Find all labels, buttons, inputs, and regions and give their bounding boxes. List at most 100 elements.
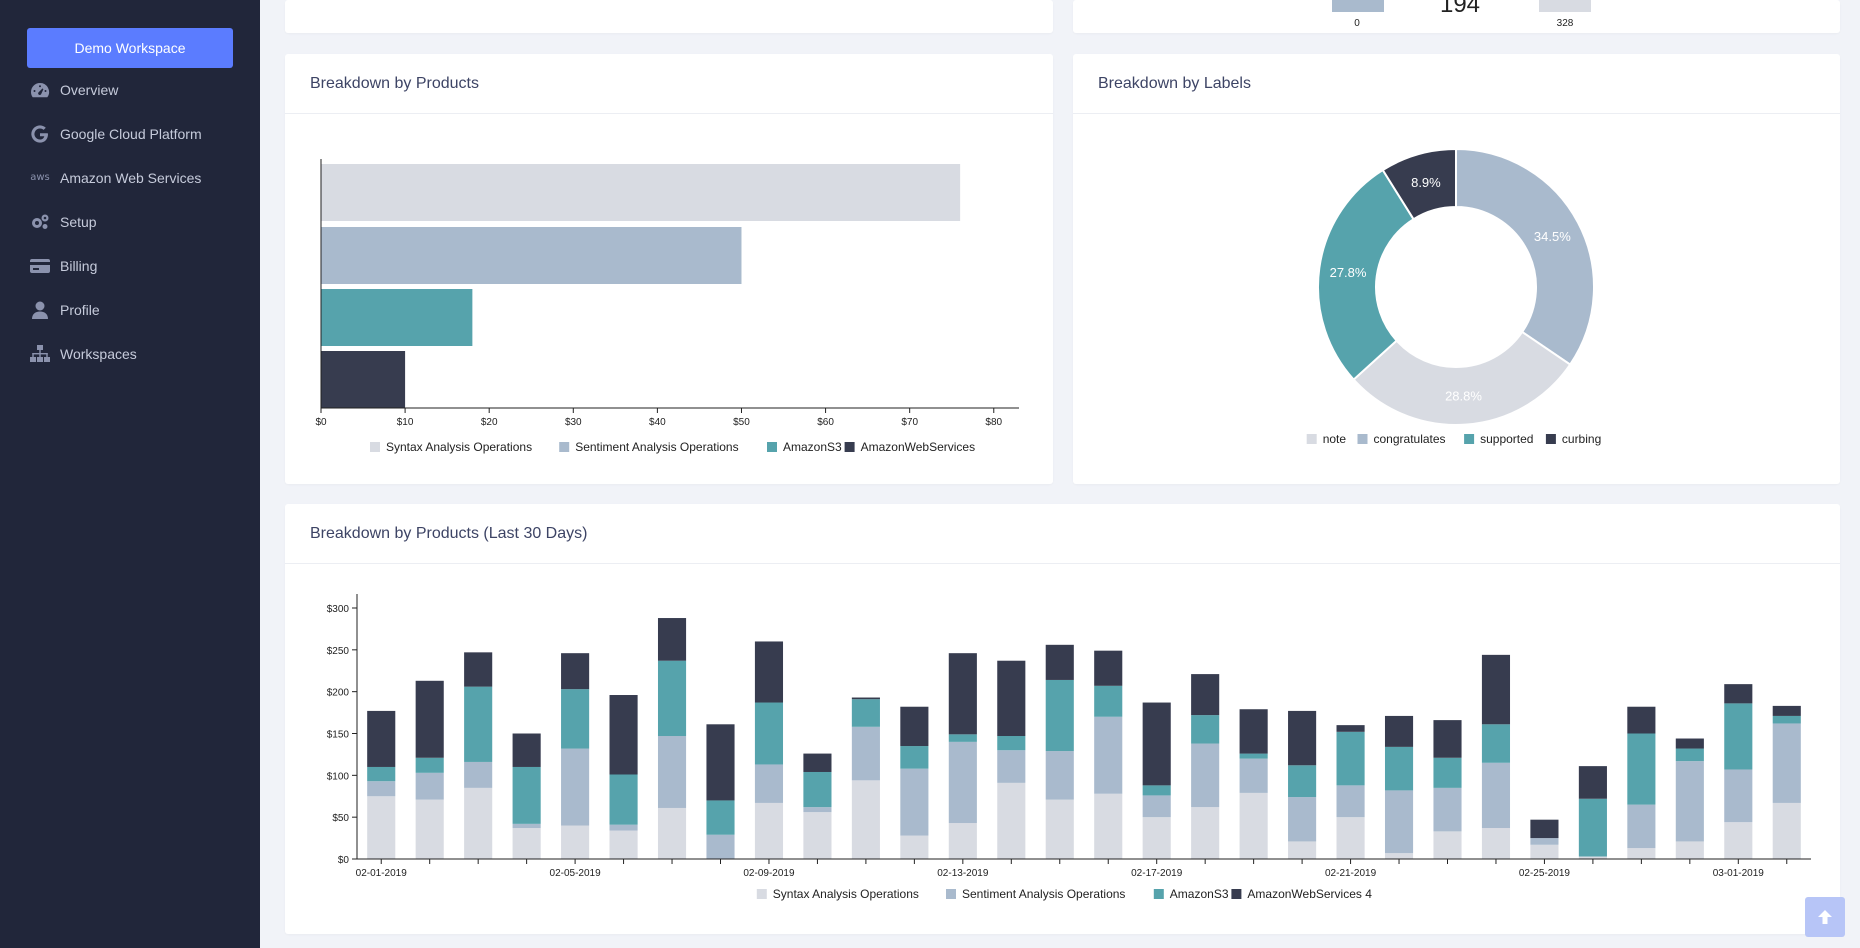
- sidebar-item-profile[interactable]: Profile: [0, 288, 260, 332]
- stack-segment: [1481, 654, 1511, 725]
- top-card-right: 0 328 194: [1073, 0, 1840, 33]
- stack-segment: [1094, 650, 1123, 686]
- bar: [321, 351, 406, 408]
- stack-segment: [706, 834, 735, 859]
- daily-card-title: Breakdown by Products (Last 30 Days): [285, 504, 1840, 564]
- legend-swatch: [767, 442, 777, 452]
- stack-segment: [464, 761, 493, 788]
- products-card: Breakdown by Products $0 $10 $20 $30 $40 $50 $…: [285, 54, 1053, 484]
- sidebar-item-label: Workspaces: [60, 346, 137, 362]
- stack-segment: [1772, 705, 1801, 716]
- legend-label: AmazonS3: [1170, 887, 1229, 901]
- stack-segment: [803, 807, 832, 813]
- legend-label: Syntax Analysis Operations: [386, 440, 532, 454]
- x-tick-label: 02-25-2019: [1519, 868, 1571, 879]
- scroll-top-button[interactable]: [1805, 897, 1845, 937]
- stack-segment: [1336, 817, 1365, 859]
- slice-label: 28.8%: [1445, 389, 1482, 404]
- legend-label: supported: [1480, 432, 1533, 446]
- stack-segment: [415, 772, 444, 800]
- stack-segment: [1724, 822, 1753, 859]
- x-tick-label: 03-01-2019: [1713, 868, 1765, 879]
- stack-segment: [1772, 715, 1801, 724]
- products-bar-chart: $0 $10 $20 $30 $40 $50 $60 $70 $80 Syntax Analysi…: [315, 159, 1019, 454]
- stack-segment: [948, 823, 977, 859]
- donut-slice: [1381, 147, 1457, 221]
- legend-swatch: [1357, 434, 1368, 444]
- stack-segment: [1045, 751, 1074, 800]
- stack-segment: [415, 799, 444, 859]
- stack-segment: [657, 807, 687, 859]
- stack-segment: [657, 618, 687, 661]
- x-tick-label: $70: [901, 417, 918, 428]
- stack-segment: [367, 781, 396, 797]
- stack-segment: [1384, 853, 1414, 859]
- user-icon: [29, 301, 51, 319]
- y-tick-label: $0: [338, 855, 350, 866]
- x-tick-label: $50: [733, 417, 750, 428]
- sidebar-item-setup[interactable]: Setup: [0, 200, 260, 244]
- labels-donut-chart: 34.5% 28.8% 27.8% 8.9% note congratulates supp…: [1306, 147, 1601, 446]
- stack-segment: [512, 766, 541, 824]
- stack-segment: [1433, 787, 1462, 832]
- stack-segment: [1627, 706, 1656, 734]
- google-icon: [29, 125, 51, 143]
- stack-segment: [851, 780, 880, 859]
- stack-segment: [609, 824, 638, 831]
- x-tick-label: $40: [649, 417, 666, 428]
- sidebar-item-label: Overview: [60, 82, 119, 98]
- sidebar-item-billing[interactable]: Billing: [0, 244, 260, 288]
- stack-segment: [1142, 785, 1171, 796]
- stack-segment: [948, 741, 977, 824]
- workspace-button[interactable]: Demo Workspace: [27, 28, 233, 68]
- stack-segment: [1288, 765, 1317, 798]
- sidebar-item-label: Amazon Web Services: [60, 170, 202, 186]
- sidebar-item-google-cloud[interactable]: Google Cloud Platform: [0, 112, 260, 156]
- stack-segment: [1045, 799, 1074, 859]
- sidebar-item-overview[interactable]: Overview: [0, 68, 260, 112]
- stack-segment: [900, 768, 929, 836]
- stack-segment: [367, 796, 396, 859]
- y-tick-label: $250: [327, 646, 350, 657]
- stack-segment: [1191, 807, 1220, 859]
- legend-swatch: [756, 889, 767, 899]
- legend-swatch: [1231, 889, 1242, 899]
- x-tick-label: 02-01-2019: [356, 868, 408, 879]
- stack-segment: [367, 710, 396, 767]
- stack-segment: [1481, 724, 1511, 763]
- aws-icon: aws: [30, 172, 50, 183]
- stack-segment: [1239, 753, 1268, 759]
- stack-segment: [1772, 723, 1801, 803]
- stack-segment: [1191, 715, 1220, 744]
- daily-stacked-chart: 02-01-2019 02-05-2019 02-09-2019 02-13-2019…: [327, 594, 1811, 901]
- legend-swatch: [559, 442, 570, 452]
- stack-segment: [609, 830, 638, 859]
- y-tick-label: $50: [332, 813, 349, 824]
- stack-segment: [1578, 766, 1607, 799]
- top-card-left: [285, 0, 1053, 33]
- x-tick-label: $60: [817, 417, 834, 428]
- stack-segment: [1530, 844, 1559, 859]
- stack-segment: [754, 641, 784, 703]
- stack-segment: [900, 706, 929, 747]
- sidebar-item-label: Setup: [60, 214, 97, 230]
- sidebar-item-aws[interactable]: aws Amazon Web Services: [0, 156, 260, 200]
- bar: [321, 289, 473, 346]
- sidebar-item-workspaces[interactable]: Workspaces: [0, 332, 260, 376]
- x-tick-label: 02-21-2019: [1325, 868, 1377, 879]
- sidebar-nav: Overview Google Cloud Platform aws Amazo…: [0, 68, 260, 376]
- stack-segment: [1384, 715, 1414, 747]
- sidebar: Demo Workspace Overview Google Cloud Pla…: [0, 0, 260, 948]
- stack-segment: [1627, 848, 1656, 859]
- stack-segment: [706, 724, 735, 801]
- stack-segment: [1675, 748, 1704, 762]
- y-tick-label: $200: [327, 688, 350, 699]
- stack-segment: [1239, 792, 1268, 859]
- stack-segment: [1239, 709, 1268, 754]
- stack-segment: [1094, 716, 1123, 794]
- stack-segment: [1481, 762, 1511, 829]
- y-tick-label: $150: [327, 730, 350, 741]
- stack-segment: [1724, 769, 1753, 823]
- stack-segment: [1433, 720, 1462, 758]
- labels-card: Breakdown by Labels 34.5% 28.8% 27.8% 8.9% n…: [1073, 54, 1840, 484]
